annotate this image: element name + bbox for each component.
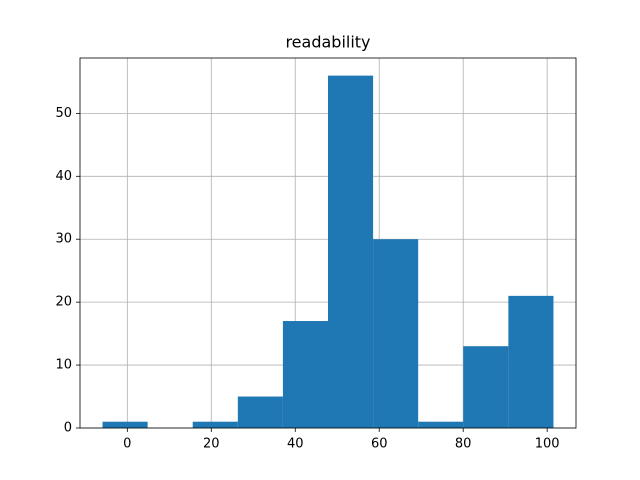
chart-title: readability <box>285 33 370 52</box>
x-tick-label: 40 <box>287 437 304 452</box>
x-tick-label: 80 <box>455 437 472 452</box>
bar <box>373 239 419 428</box>
plot-frame <box>79 57 577 429</box>
bar <box>508 295 554 428</box>
x-tick-label: 0 <box>123 437 131 452</box>
bar <box>328 75 374 428</box>
y-tick-label: 40 <box>55 169 72 184</box>
bar <box>418 421 464 428</box>
x-tick-label: 60 <box>371 437 388 452</box>
y-tick-label: 0 <box>64 421 72 436</box>
y-tick-label: 50 <box>55 106 72 121</box>
x-tick-label: 20 <box>203 437 220 452</box>
bar <box>102 421 148 428</box>
bar <box>282 321 328 428</box>
bar <box>237 396 283 428</box>
y-tick-label: 10 <box>55 358 72 373</box>
y-tick-label: 20 <box>55 295 72 310</box>
x-tick-label: 100 <box>535 437 560 452</box>
bar <box>192 421 238 428</box>
bar <box>463 346 509 428</box>
y-tick-label: 30 <box>55 232 72 247</box>
